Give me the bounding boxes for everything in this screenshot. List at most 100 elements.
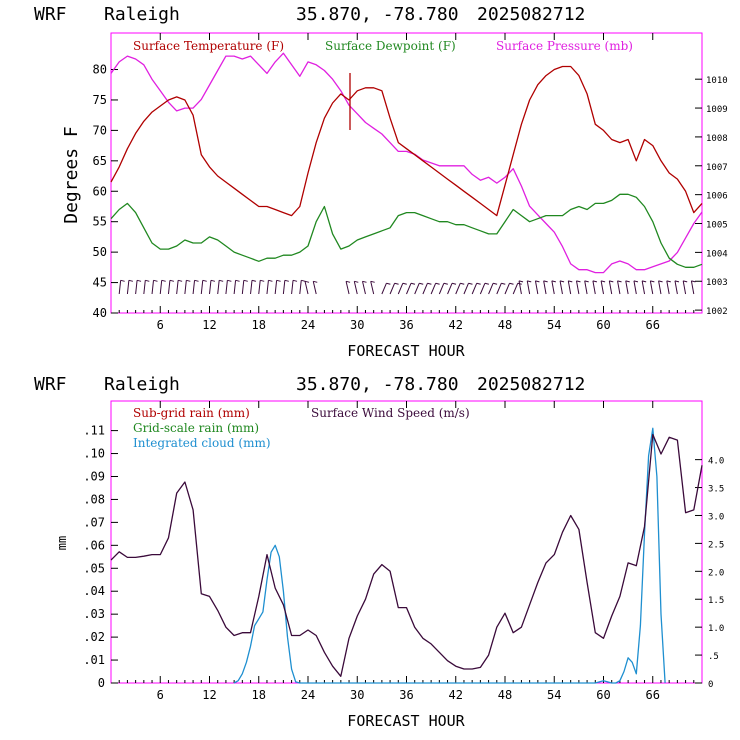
wind-barb <box>406 283 412 295</box>
bottom-y-tick-label: .09 <box>83 469 105 483</box>
legend-wind-speed: Surface Wind Speed (m/s) <box>311 406 470 420</box>
wind-barb <box>567 280 572 295</box>
top-y2-tick-label: 1006 <box>706 192 728 202</box>
bottom-header-run: 2025082712 <box>477 374 585 395</box>
top-y-axis-label: Degrees F <box>61 126 82 224</box>
wind-barb-flag <box>576 280 581 283</box>
bottom-y2-tick-label: 4.0 <box>708 457 724 467</box>
bottom-y2-tick-label: 1.0 <box>708 624 724 634</box>
wind-barb <box>266 280 269 295</box>
wind-barb-flag <box>292 279 298 282</box>
wind-barb-flag <box>451 282 457 285</box>
bottom-y-tick-label: .07 <box>83 515 105 529</box>
wind-barb-flag <box>674 280 680 283</box>
top-header-station: Raleigh <box>104 4 180 25</box>
wind-barb <box>389 283 396 295</box>
wind-barb <box>159 280 163 295</box>
wind-barb-flag <box>568 280 573 283</box>
wind-barb-flag <box>268 279 273 282</box>
wind-barb <box>641 280 646 295</box>
top-y-tick-label: 75 <box>93 93 107 107</box>
wind-barb <box>291 280 294 295</box>
legend-dew: Surface Dewpoint (F) <box>325 39 456 53</box>
top-x-axis-label: FORECAST HOUR <box>347 342 465 360</box>
wind-barb-flag <box>284 279 289 282</box>
wind-barb <box>430 283 437 295</box>
wind-barb-flag <box>219 279 224 282</box>
wind-barb-flag <box>386 282 391 285</box>
bottom-y2-tick-label: 2.5 <box>708 540 724 550</box>
bottom-y-tick-label: .05 <box>83 561 105 575</box>
bottom-y-tick-label: 0 <box>98 676 105 690</box>
bottom-x-tick-label: 60 <box>596 688 610 702</box>
wind-barb <box>504 283 510 295</box>
top-x-tick-label: 54 <box>547 318 561 332</box>
wind-barb-flag <box>128 279 133 282</box>
wind-barb-flag <box>260 279 265 282</box>
bottom-y2-tick-label: 2.0 <box>708 568 724 578</box>
top-y-tick-label: 45 <box>93 276 107 290</box>
wind-barb <box>250 280 253 295</box>
wind-barb-flag <box>161 279 166 282</box>
wind-barb <box>575 280 580 295</box>
wind-barb <box>312 281 317 295</box>
top-y-tick-label: 60 <box>93 184 107 198</box>
top-y2-tick-label: 1003 <box>706 278 728 288</box>
wind-barb-flag <box>354 280 359 283</box>
top-x-tick-label: 66 <box>646 318 660 332</box>
wind-barb <box>543 280 547 295</box>
wind-barb-flag <box>551 280 556 283</box>
wind-barb <box>282 280 286 295</box>
wind-barb <box>559 280 563 295</box>
wind-barb <box>370 281 375 295</box>
wind-barb <box>518 280 522 295</box>
wind-barb-flag <box>427 282 432 285</box>
wind-barb-flag <box>559 280 565 283</box>
wind-barb <box>496 283 502 295</box>
wind-barb <box>600 280 604 295</box>
bottom-x-tick-label: 12 <box>202 688 216 702</box>
bottom-x-tick-label: 36 <box>399 688 413 702</box>
top-y2-tick-label: 1007 <box>706 163 728 173</box>
top-y2-ticks: 1002 1003 1004 1005 1006 1007 1008 1009 1010 <box>695 76 728 317</box>
series-wind-speed-line <box>110 433 703 677</box>
bottom-x-tick-label: 54 <box>547 688 561 702</box>
wind-barb <box>463 283 469 295</box>
wind-barb <box>447 283 453 295</box>
wind-barb-flag <box>136 279 142 282</box>
wind-barb-flag <box>235 279 240 282</box>
bottom-x-ticks: 6 12 18 24 30 36 42 48 54 60 66 <box>118 401 695 702</box>
wind-barb-flag <box>194 279 199 282</box>
top-y-tick-label: 40 <box>93 306 107 320</box>
wind-barb-flag <box>304 280 310 283</box>
bottom-y-tick-label: .10 <box>83 447 105 461</box>
wind-barb <box>455 283 461 295</box>
wind-barb <box>274 280 278 295</box>
wind-barb-flag <box>202 279 207 282</box>
bottom-x-tick-label: 66 <box>646 688 660 702</box>
bottom-y2-tick-label: 3.5 <box>708 485 724 495</box>
wind-barb <box>241 280 245 295</box>
wind-barb <box>176 280 179 295</box>
wind-barb <box>479 283 486 295</box>
wind-barb <box>512 283 519 295</box>
wind-barb-flag <box>476 282 481 285</box>
top-header-run: 2025082712 <box>477 4 585 25</box>
top-x-tick-label: 30 <box>350 318 364 332</box>
wind-barb <box>353 281 358 295</box>
bottom-header-coords: 35.870, -78.780 <box>296 374 459 395</box>
legend-subgrid-rain: Sub-grid rain (mm) <box>133 406 250 420</box>
bottom-header-station: Raleigh <box>104 374 180 395</box>
legend-integrated-cloud: Integrated cloud (mm) <box>133 436 271 450</box>
bottom-y-tick-label: .01 <box>83 653 105 667</box>
wind-barb-flag <box>210 279 216 282</box>
wind-barb-flag <box>691 280 696 283</box>
wind-barb <box>608 280 613 295</box>
top-x-tick-label: 12 <box>202 318 216 332</box>
wind-barb-flag <box>535 280 540 283</box>
top-y2-tick-label: 1009 <box>706 105 728 115</box>
wind-barb-flag <box>600 280 606 283</box>
wind-barb-flag <box>666 280 671 283</box>
bottom-y2-tick-label: .5 <box>708 652 719 662</box>
